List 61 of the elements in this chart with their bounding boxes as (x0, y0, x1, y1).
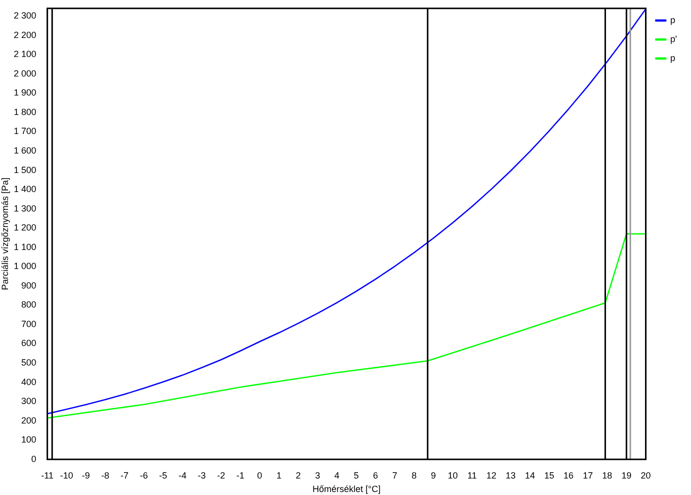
x-tick-label: 14 (524, 470, 535, 480)
y-tick-label: 1 400 (14, 184, 36, 194)
x-tick-label: 8 (412, 470, 417, 480)
y-tick-label: 800 (21, 300, 36, 310)
x-tick-label: -9 (82, 470, 90, 480)
x-tick-label: 1 (276, 470, 282, 480)
x-tick-label: 10 (448, 470, 458, 480)
y-axis-title: Parciális vízgőznyomás [Pa] (0, 178, 10, 290)
y-tick-label: 1 200 (14, 222, 36, 233)
y-tick-label: 500 (21, 358, 36, 368)
y-tick-label: 2 000 (14, 68, 36, 78)
x-tick-label: -3 (198, 470, 206, 480)
y-tick-label: 1 500 (14, 164, 36, 175)
x-tick-label: -4 (178, 470, 186, 480)
y-tick-label: 1 900 (14, 88, 36, 98)
y-tick-label: 200 (21, 415, 36, 426)
y-tick-label: 1 100 (14, 242, 36, 252)
x-tick-label: 17 (582, 470, 593, 480)
x-tick-label: 0 (257, 470, 262, 480)
x-tick-label: 9 (430, 470, 436, 480)
x-tick-label: 19 (621, 470, 632, 480)
x-tick-label: 16 (564, 470, 574, 480)
y-tick-label: 2 300 (14, 10, 36, 21)
y-tick-label: 600 (21, 338, 36, 348)
x-tick-label: -10 (60, 470, 74, 480)
y-tick-label: 1 300 (14, 203, 36, 214)
y-tick-label: 2 100 (14, 49, 36, 60)
x-tick-label: -5 (159, 470, 168, 480)
x-tick-label: 15 (544, 470, 554, 480)
x-tick-label: 12 (486, 470, 496, 480)
y-tick-label: 0 (31, 454, 36, 464)
x-axis-title: Hőmérséklet [°C] (312, 484, 381, 494)
x-tick-label: -7 (120, 470, 129, 480)
x-tick-label: -8 (101, 470, 110, 480)
x-tick-label: 6 (373, 470, 378, 480)
y-tick-label: 1 600 (14, 146, 36, 156)
x-tick-label: 4 (334, 470, 340, 480)
legend-label: p (670, 14, 676, 25)
x-tick-label: -2 (217, 470, 226, 480)
y-tick-label: 900 (21, 280, 36, 290)
x-tick-label: 13 (506, 470, 516, 480)
y-tick-label: 1 700 (14, 126, 36, 136)
x-tick-label: 2 (296, 470, 301, 480)
x-tick-label: 18 (602, 470, 612, 480)
x-tick-label: 20 (640, 470, 651, 480)
y-tick-label: 700 (21, 318, 36, 329)
x-tick-label: 3 (315, 470, 320, 480)
x-tick-label: -6 (140, 470, 148, 480)
legend-label: p' (670, 34, 678, 44)
y-tick-label: 2 200 (14, 30, 36, 40)
x-tick-label: -11 (41, 470, 54, 480)
x-tick-label: 5 (354, 470, 359, 480)
y-tick-label: 1 000 (14, 261, 36, 272)
x-tick-label: 7 (392, 470, 398, 480)
x-tick-label: 11 (467, 470, 477, 480)
x-tick-label: -1 (236, 470, 244, 480)
legend-label: p (670, 52, 676, 63)
y-tick-label: 1 800 (14, 106, 36, 117)
y-tick-label: 100 (21, 434, 36, 445)
y-tick-label: 400 (21, 376, 36, 387)
y-tick-label: 300 (21, 396, 36, 406)
